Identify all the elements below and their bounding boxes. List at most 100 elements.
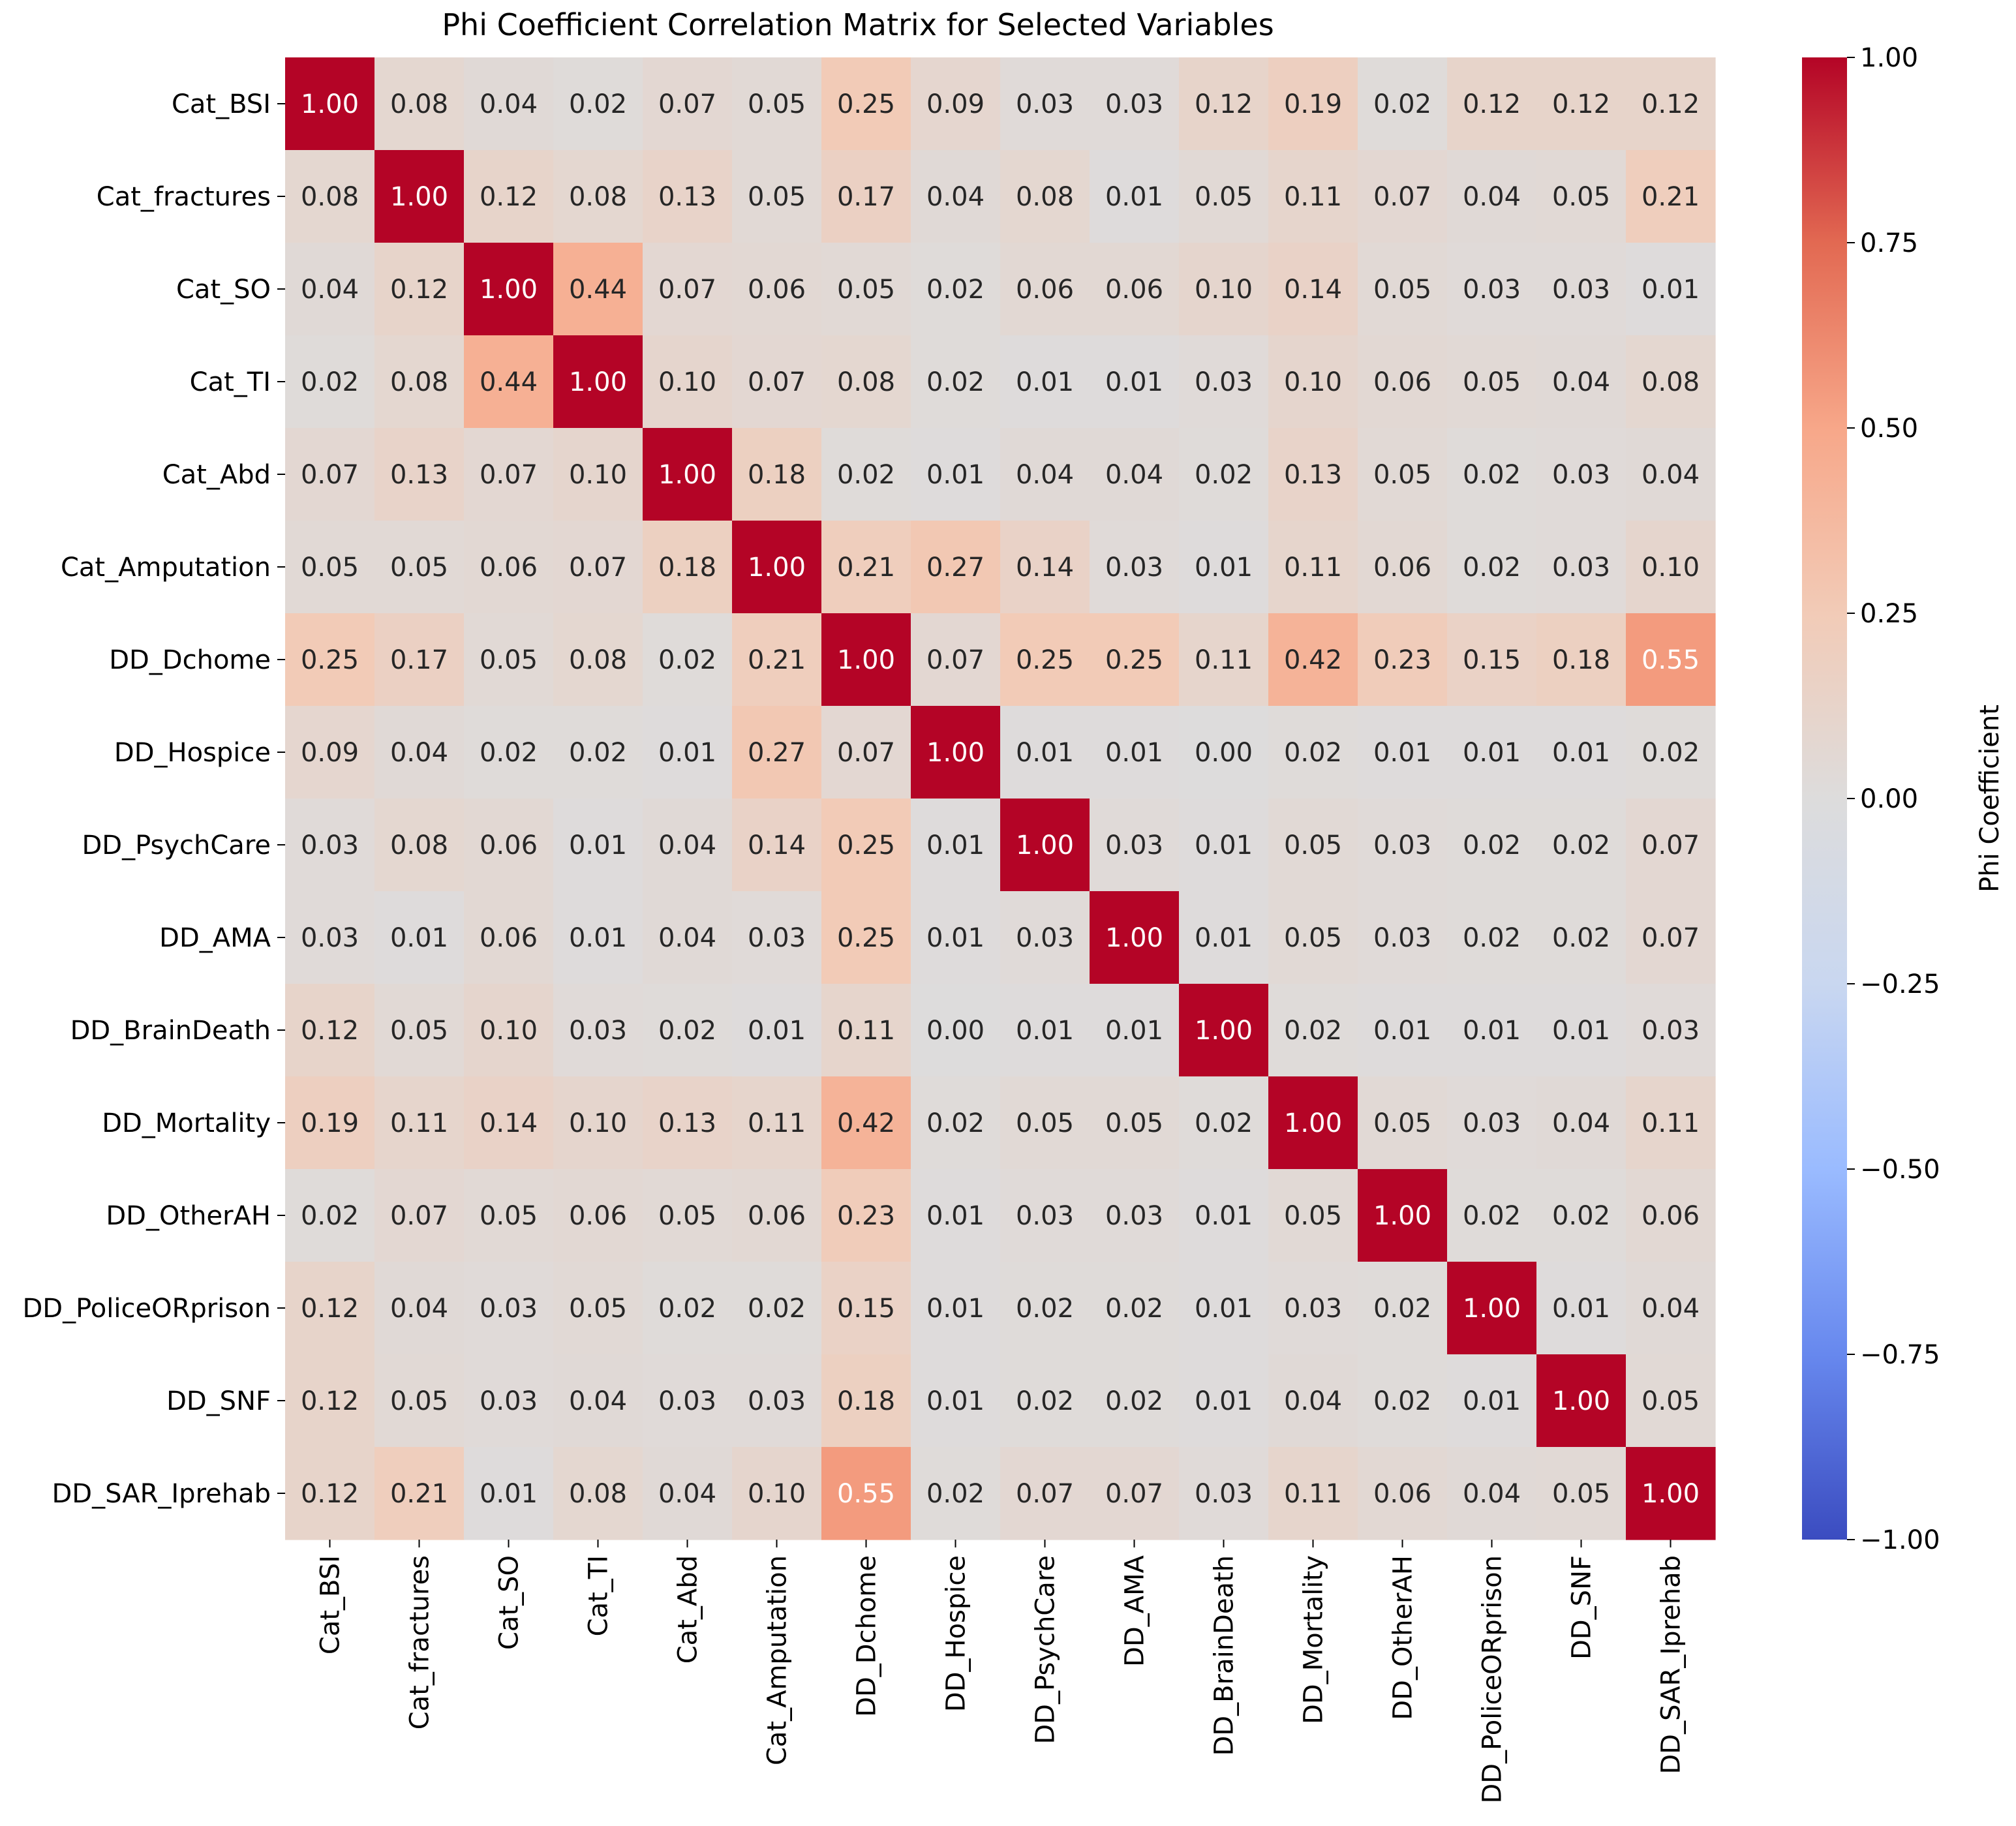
heatmap-cell [911, 613, 1001, 707]
cell-value-label: 0.05 [390, 553, 448, 583]
heatmap-cell [732, 706, 822, 799]
heatmap-cell [285, 1447, 375, 1540]
heatmap-cell [1536, 1447, 1627, 1540]
heatmap-cell [285, 335, 375, 429]
heatmap-cell [911, 706, 1001, 799]
heatmap-cell [643, 1169, 733, 1262]
cell-value-label: 0.05 [390, 1386, 448, 1416]
heatmap-cell [1179, 1076, 1269, 1170]
heatmap-cell [911, 428, 1001, 521]
y-tick-label: DD_PoliceORprison [23, 1294, 271, 1324]
cell-value-label: 0.04 [1463, 182, 1521, 212]
cell-value-label: 0.01 [1463, 1016, 1521, 1046]
heatmap-cell [464, 335, 554, 429]
cell-value-label: 0.10 [1642, 553, 1700, 583]
heatmap-cell [374, 335, 465, 429]
heatmap-cells [285, 57, 1716, 1540]
heatmap-cell [1358, 1447, 1448, 1540]
cell-value-label: 0.14 [480, 1108, 538, 1138]
cell-value-label: 0.03 [1195, 367, 1253, 397]
cell-value-label: 0.08 [569, 1479, 627, 1509]
heatmap-cell [1447, 428, 1537, 521]
heatmap-cell [1626, 1262, 1716, 1355]
cell-value-label: 0.01 [1552, 1294, 1610, 1324]
y-tick-label: DD_SAR_Iprehab [52, 1479, 271, 1509]
heatmap-cell [1090, 1169, 1180, 1262]
heatmap-cell [821, 243, 911, 336]
heatmap-cell [1358, 706, 1448, 799]
colorbar-tick-label: −1.00 [1860, 1525, 1940, 1555]
y-tick-label: DD_Dchome [109, 645, 271, 675]
heatmap-cell [1000, 57, 1090, 151]
heatmap-cell [643, 243, 733, 336]
cell-value-label: 0.06 [748, 275, 806, 305]
colorbar-tick-label: 1.00 [1860, 43, 1918, 73]
heatmap-cell [1536, 706, 1627, 799]
heatmap-cell [732, 984, 822, 1077]
colorbar-tick-label: 0.75 [1860, 228, 1918, 258]
cell-value-label: 0.02 [1463, 830, 1521, 860]
heatmap-cell [374, 150, 465, 243]
cell-value-label: 0.05 [301, 553, 359, 583]
cell-value-label: 0.03 [1105, 1201, 1163, 1231]
cell-value-label: 0.04 [1284, 1386, 1342, 1416]
cell-value-label: 0.02 [1195, 460, 1253, 490]
cell-value-label: 1.00 [1105, 923, 1163, 953]
cell-value-label: 0.07 [390, 1201, 448, 1231]
heatmap-cell [285, 1169, 375, 1262]
x-axis: Cat_BSI Cat_fractures Cat_SO Cat_TI Cat_Abd C… [316, 1540, 1687, 1804]
heatmap-cell [285, 1262, 375, 1355]
heatmap-cell [643, 891, 733, 984]
cell-value-label: 0.12 [1552, 89, 1610, 119]
cell-value-label: 1.00 [390, 182, 448, 212]
y-tick-label: DD_PsychCare [82, 830, 271, 860]
heatmap-cell [1626, 150, 1716, 243]
heatmap-cell [1358, 613, 1448, 707]
cell-value-label: 0.02 [1016, 1294, 1074, 1324]
cell-value-label: 0.02 [658, 1016, 716, 1046]
heatmap-cell [1626, 243, 1716, 336]
heatmap-cell [821, 1169, 911, 1262]
heatmap-cell [1358, 1169, 1448, 1262]
cell-value-label: 0.01 [1105, 1016, 1163, 1046]
heatmap-cell [374, 1076, 465, 1170]
heatmap-cell [732, 335, 822, 429]
heatmap-cell [1000, 613, 1090, 707]
heatmap-cell [732, 428, 822, 521]
heatmap-cell [911, 1169, 1001, 1262]
heatmap-cell [553, 57, 643, 151]
cell-value-label: 0.25 [837, 89, 895, 119]
heatmap-cell [1000, 799, 1090, 892]
cell-value-label: 0.02 [301, 1201, 359, 1231]
cell-value-label: 0.01 [926, 923, 985, 953]
cell-value-label: 1.00 [658, 460, 716, 490]
cell-value-label: 0.42 [837, 1108, 895, 1138]
x-tick-label: Cat_fractures [405, 1555, 435, 1729]
heatmap-cell [285, 613, 375, 707]
heatmap-cell [1000, 1076, 1090, 1170]
cell-value-label: 0.05 [1552, 1479, 1610, 1509]
cell-value-label: 1.00 [1195, 1016, 1253, 1046]
heatmap-cell [1268, 1354, 1358, 1448]
cell-value-label: 0.55 [1642, 645, 1700, 675]
y-axis: Cat_BSI Cat_fractures Cat_SO Cat_TI Cat_Abd C… [23, 89, 285, 1509]
heatmap-cell [1090, 1354, 1180, 1448]
cell-value-label: 0.02 [926, 1479, 985, 1509]
cell-value-label: 0.02 [569, 89, 627, 119]
heatmap-cell [1179, 1169, 1269, 1262]
cell-value-label: 0.01 [1195, 1386, 1253, 1416]
heatmap-cell [464, 1354, 554, 1448]
cell-value-label: 0.02 [569, 738, 627, 768]
cell-value-label: 0.03 [1105, 89, 1163, 119]
cell-value-label: 0.05 [1284, 1201, 1342, 1231]
cell-value-label: 0.10 [480, 1016, 538, 1046]
heatmap-cell [1090, 799, 1180, 892]
cell-value-label: 0.07 [1373, 182, 1431, 212]
cell-value-label: 0.04 [1463, 1479, 1521, 1509]
heatmap-cell [1536, 984, 1627, 1077]
heatmap-cell [732, 799, 822, 892]
heatmap-cell [1000, 1354, 1090, 1448]
cell-value-label: 0.10 [658, 367, 716, 397]
heatmap-cell [1090, 1076, 1180, 1170]
x-tick-label: Cat_BSI [316, 1555, 346, 1654]
